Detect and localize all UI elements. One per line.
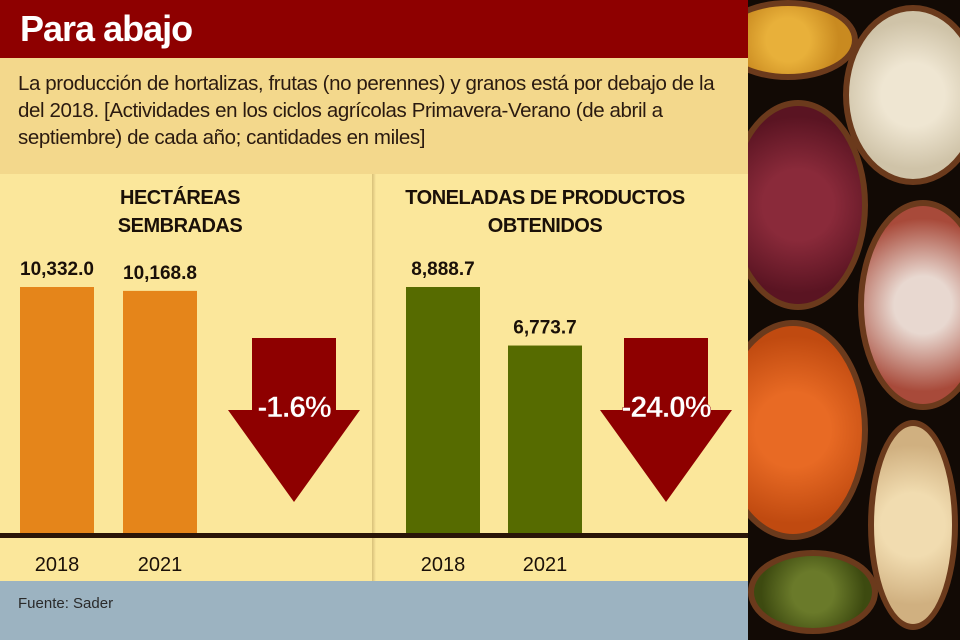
bowl-image — [748, 100, 868, 310]
bar-value-label: 6,773.7 — [513, 318, 576, 339]
bar-2021 — [508, 345, 582, 533]
bar-value-label: 10,332.0 — [20, 259, 94, 280]
baseline — [0, 533, 748, 538]
bar-value-label: 10,168.8 — [123, 263, 197, 284]
chart-title-line: SEMBRADAS — [117, 215, 243, 237]
bowl-image — [748, 0, 858, 80]
source-note: Fuente: Sader — [18, 595, 114, 612]
beans-photo — [748, 0, 960, 640]
bowl-image — [843, 5, 960, 185]
chart-title-toneladas: TONELADAS DE PRODUCTOS OBTENIDOS — [380, 184, 710, 240]
bar-2021 — [123, 290, 197, 533]
x-tick-label: 2021 — [138, 554, 183, 576]
footer: Fuente: Sader — [0, 581, 748, 640]
charts-panel: HECTÁREAS SEMBRADAS TONELADAS DE PRODUCT… — [0, 174, 748, 581]
down-arrow-icon — [600, 338, 732, 502]
chart-title-line: OBTENIDOS — [487, 215, 603, 237]
header-band: Para abajo — [0, 0, 748, 58]
bowl-image — [858, 200, 960, 410]
bowl-image — [748, 320, 868, 540]
bowl-image — [868, 420, 958, 630]
chart-title-hectareas: HECTÁREAS SEMBRADAS — [60, 184, 300, 240]
bar-2018 — [406, 287, 480, 533]
page-title: Para abajo — [20, 8, 193, 49]
bowl-image — [748, 550, 878, 634]
change-percent: -1.6% — [257, 391, 331, 424]
change-percent: -24.0% — [621, 391, 710, 424]
x-tick-label: 2018 — [421, 554, 466, 576]
panel-divider — [372, 174, 376, 581]
bar-2018 — [20, 287, 94, 533]
chart-title-line: TONELADAS DE PRODUCTOS — [405, 187, 685, 209]
description: La producción de hortalizas, frutas (no … — [0, 58, 748, 174]
x-tick-label: 2018 — [35, 554, 80, 576]
bar-value-label: 8,888.7 — [411, 259, 474, 280]
bar-charts: 10,332.0 2018 10,168.8 2021 -1.6% 8,888.7 2018… — [0, 259, 748, 576]
down-arrow-icon — [228, 338, 360, 502]
chart-title-line: HECTÁREAS — [120, 187, 240, 209]
x-tick-label: 2021 — [523, 554, 568, 576]
